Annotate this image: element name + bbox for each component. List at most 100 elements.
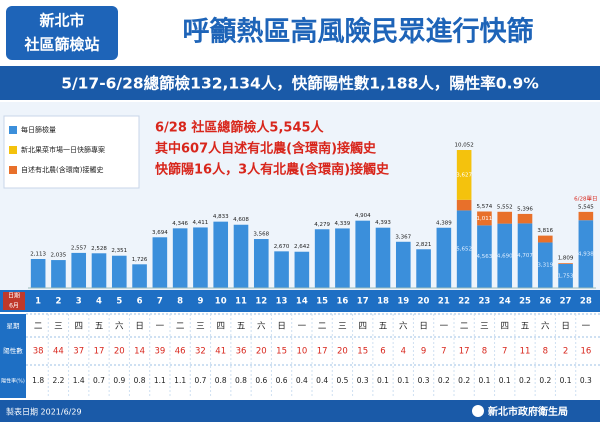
date-label: 6 bbox=[137, 297, 143, 307]
total-label: 4,393 bbox=[375, 220, 391, 226]
annotation: 其中607人自述有北農(含環南)接觸史 bbox=[155, 141, 377, 157]
weekday-label: 四 bbox=[500, 322, 509, 332]
total-label: 1,726 bbox=[132, 257, 148, 263]
weekday-label: 一 bbox=[440, 322, 449, 332]
total-label: 4,389 bbox=[436, 220, 452, 226]
weekday-label: 四 bbox=[216, 322, 225, 332]
positive-count: 39 bbox=[154, 347, 165, 357]
positive-rate: 0.6 bbox=[276, 376, 288, 385]
bar-segment bbox=[416, 249, 431, 288]
legend-swatch bbox=[9, 166, 17, 174]
bar-segment bbox=[294, 251, 310, 288]
date-label: 16 bbox=[337, 297, 349, 307]
positive-rate: 0.4 bbox=[296, 376, 308, 385]
positive-count: 7 bbox=[441, 347, 446, 357]
logo-line: 新北市 bbox=[39, 12, 84, 30]
positive-rate: 0.2 bbox=[458, 376, 470, 385]
total-label: 2,113 bbox=[30, 251, 46, 257]
positive-count: 38 bbox=[33, 347, 44, 357]
positive-rate: 0.2 bbox=[519, 376, 531, 385]
weekday-label: 四 bbox=[74, 322, 83, 332]
weekday-label: 一 bbox=[298, 322, 307, 332]
date-label: 10 bbox=[215, 297, 227, 307]
weekday-label: 三 bbox=[54, 322, 63, 332]
segment-label: 1,753 bbox=[558, 273, 574, 279]
total-label: 3,816 bbox=[537, 228, 553, 234]
bar-segment bbox=[558, 263, 573, 264]
bar-segment bbox=[355, 220, 371, 288]
total-label: 2,557 bbox=[71, 245, 87, 251]
bar-segment bbox=[172, 228, 188, 288]
total-label: 5,545 bbox=[578, 204, 594, 210]
date-label: 23 bbox=[479, 297, 491, 307]
positive-rate: 1.1 bbox=[174, 376, 186, 385]
date-label: 21 bbox=[438, 297, 450, 307]
segment-label: 4,707 bbox=[517, 253, 533, 259]
bar-segment bbox=[314, 229, 330, 288]
total-label: 1,809 bbox=[558, 256, 574, 262]
total-label: 3,367 bbox=[395, 234, 411, 240]
positive-count: 32 bbox=[195, 347, 206, 357]
weekday-label: 六 bbox=[115, 321, 124, 332]
last-day-note: 6/28單日 bbox=[574, 195, 597, 202]
positive-rate: 1.8 bbox=[32, 376, 44, 385]
weekday-label: 一 bbox=[582, 322, 591, 332]
positive-count: 46 bbox=[175, 347, 186, 357]
source-icon bbox=[472, 405, 484, 417]
positive-rate: 0.1 bbox=[377, 376, 389, 385]
positive-count: 36 bbox=[236, 347, 247, 357]
total-label: 4,339 bbox=[335, 221, 351, 227]
segment-label: 3,627 bbox=[456, 172, 472, 178]
positive-rate: 0.8 bbox=[235, 376, 247, 385]
date-label: 20 bbox=[418, 297, 430, 307]
weekday-label: 六 bbox=[399, 321, 408, 332]
bar-segment bbox=[233, 224, 249, 288]
bar-segment bbox=[193, 227, 208, 288]
positive-count: 20 bbox=[337, 347, 348, 357]
bar-segment bbox=[456, 210, 472, 288]
total-label: 5,574 bbox=[477, 204, 493, 210]
date-label: 11 bbox=[235, 297, 247, 307]
bar-segment bbox=[132, 264, 147, 288]
total-label: 2,642 bbox=[294, 244, 310, 250]
bar-segment bbox=[71, 252, 87, 288]
positive-count: 20 bbox=[256, 347, 267, 357]
positive-count: 15 bbox=[357, 347, 368, 357]
total-label: 4,346 bbox=[172, 221, 188, 227]
legend-box bbox=[3, 115, 140, 189]
subtitle: 5/17-6/28總篩檢132,134人，快篩陽性數1,188人，陽性率0.9% bbox=[61, 74, 539, 93]
bar-segment bbox=[497, 211, 513, 224]
positive-count: 6 bbox=[380, 347, 385, 357]
positive-count: 37 bbox=[73, 347, 84, 357]
weekday-label: 六 bbox=[541, 321, 550, 332]
row-label: 星期 bbox=[7, 322, 21, 330]
segment-label: 1,011 bbox=[477, 216, 493, 222]
positive-count: 11 bbox=[520, 347, 531, 357]
bar-segment bbox=[578, 220, 594, 288]
weekday-label: 日 bbox=[277, 322, 286, 332]
positive-count: 7 bbox=[502, 347, 507, 357]
weekday-label: 二 bbox=[176, 322, 185, 332]
positive-rate: 0.8 bbox=[134, 376, 146, 385]
bar-segment bbox=[436, 227, 452, 288]
date-label: 26 bbox=[539, 297, 551, 307]
bar-segment bbox=[274, 251, 289, 288]
date-label: 22 bbox=[458, 297, 470, 307]
legend-label: 新北果菜市場一日快篩專案 bbox=[21, 145, 105, 154]
total-label: 5,552 bbox=[497, 204, 513, 210]
segment-label: 4,690 bbox=[497, 253, 513, 259]
annotation: 快篩陽16人，3人有北農(含環南)接觸史 bbox=[155, 162, 390, 178]
positive-count: 44 bbox=[53, 347, 64, 357]
bar-segment bbox=[456, 150, 472, 200]
bar-segment bbox=[497, 223, 513, 288]
date-label: 8 bbox=[177, 297, 183, 307]
date-label: 28 bbox=[580, 297, 592, 307]
bar-segment bbox=[51, 260, 66, 288]
positive-rate: 0.3 bbox=[418, 376, 430, 385]
legend-swatch bbox=[9, 146, 17, 154]
row-label-column bbox=[0, 314, 26, 398]
annotation: 6/28 社區總篩檢人5,545人 bbox=[155, 120, 325, 136]
month-label: 6月 bbox=[9, 303, 19, 310]
positive-count: 15 bbox=[276, 347, 287, 357]
total-label: 4,904 bbox=[355, 213, 371, 219]
